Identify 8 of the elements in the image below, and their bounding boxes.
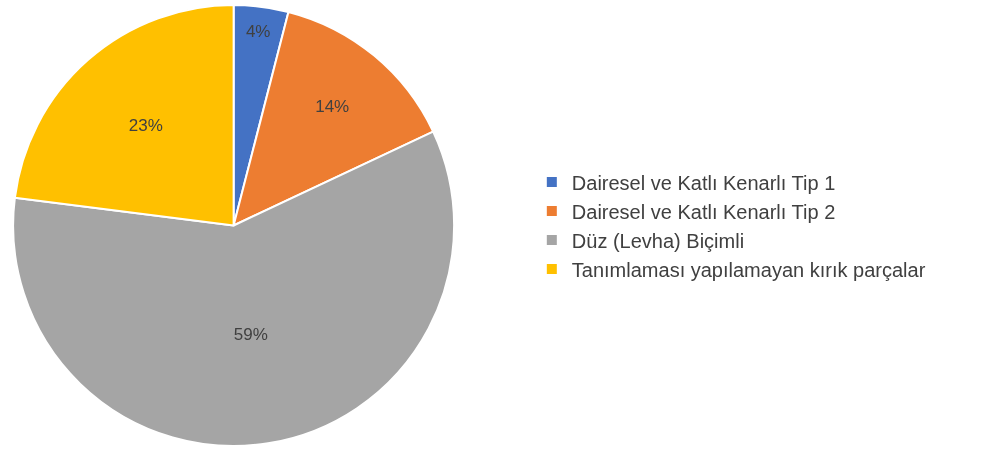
data-label: 4% xyxy=(245,21,271,41)
data-label: 23% xyxy=(128,116,163,136)
legend-label: Düz (Levha) Biçimli xyxy=(571,229,745,252)
data-label: 14% xyxy=(315,96,350,116)
legend-label: Tanımlaması yapılamayan kırık parçalar xyxy=(571,258,926,281)
legend-label: Dairesel ve Katlı Kenarlı Tip 2 xyxy=(571,200,836,223)
data-label: 59% xyxy=(233,324,268,344)
legend-label: Dairesel ve Katlı Kenarlı Tip 1 xyxy=(571,171,836,194)
